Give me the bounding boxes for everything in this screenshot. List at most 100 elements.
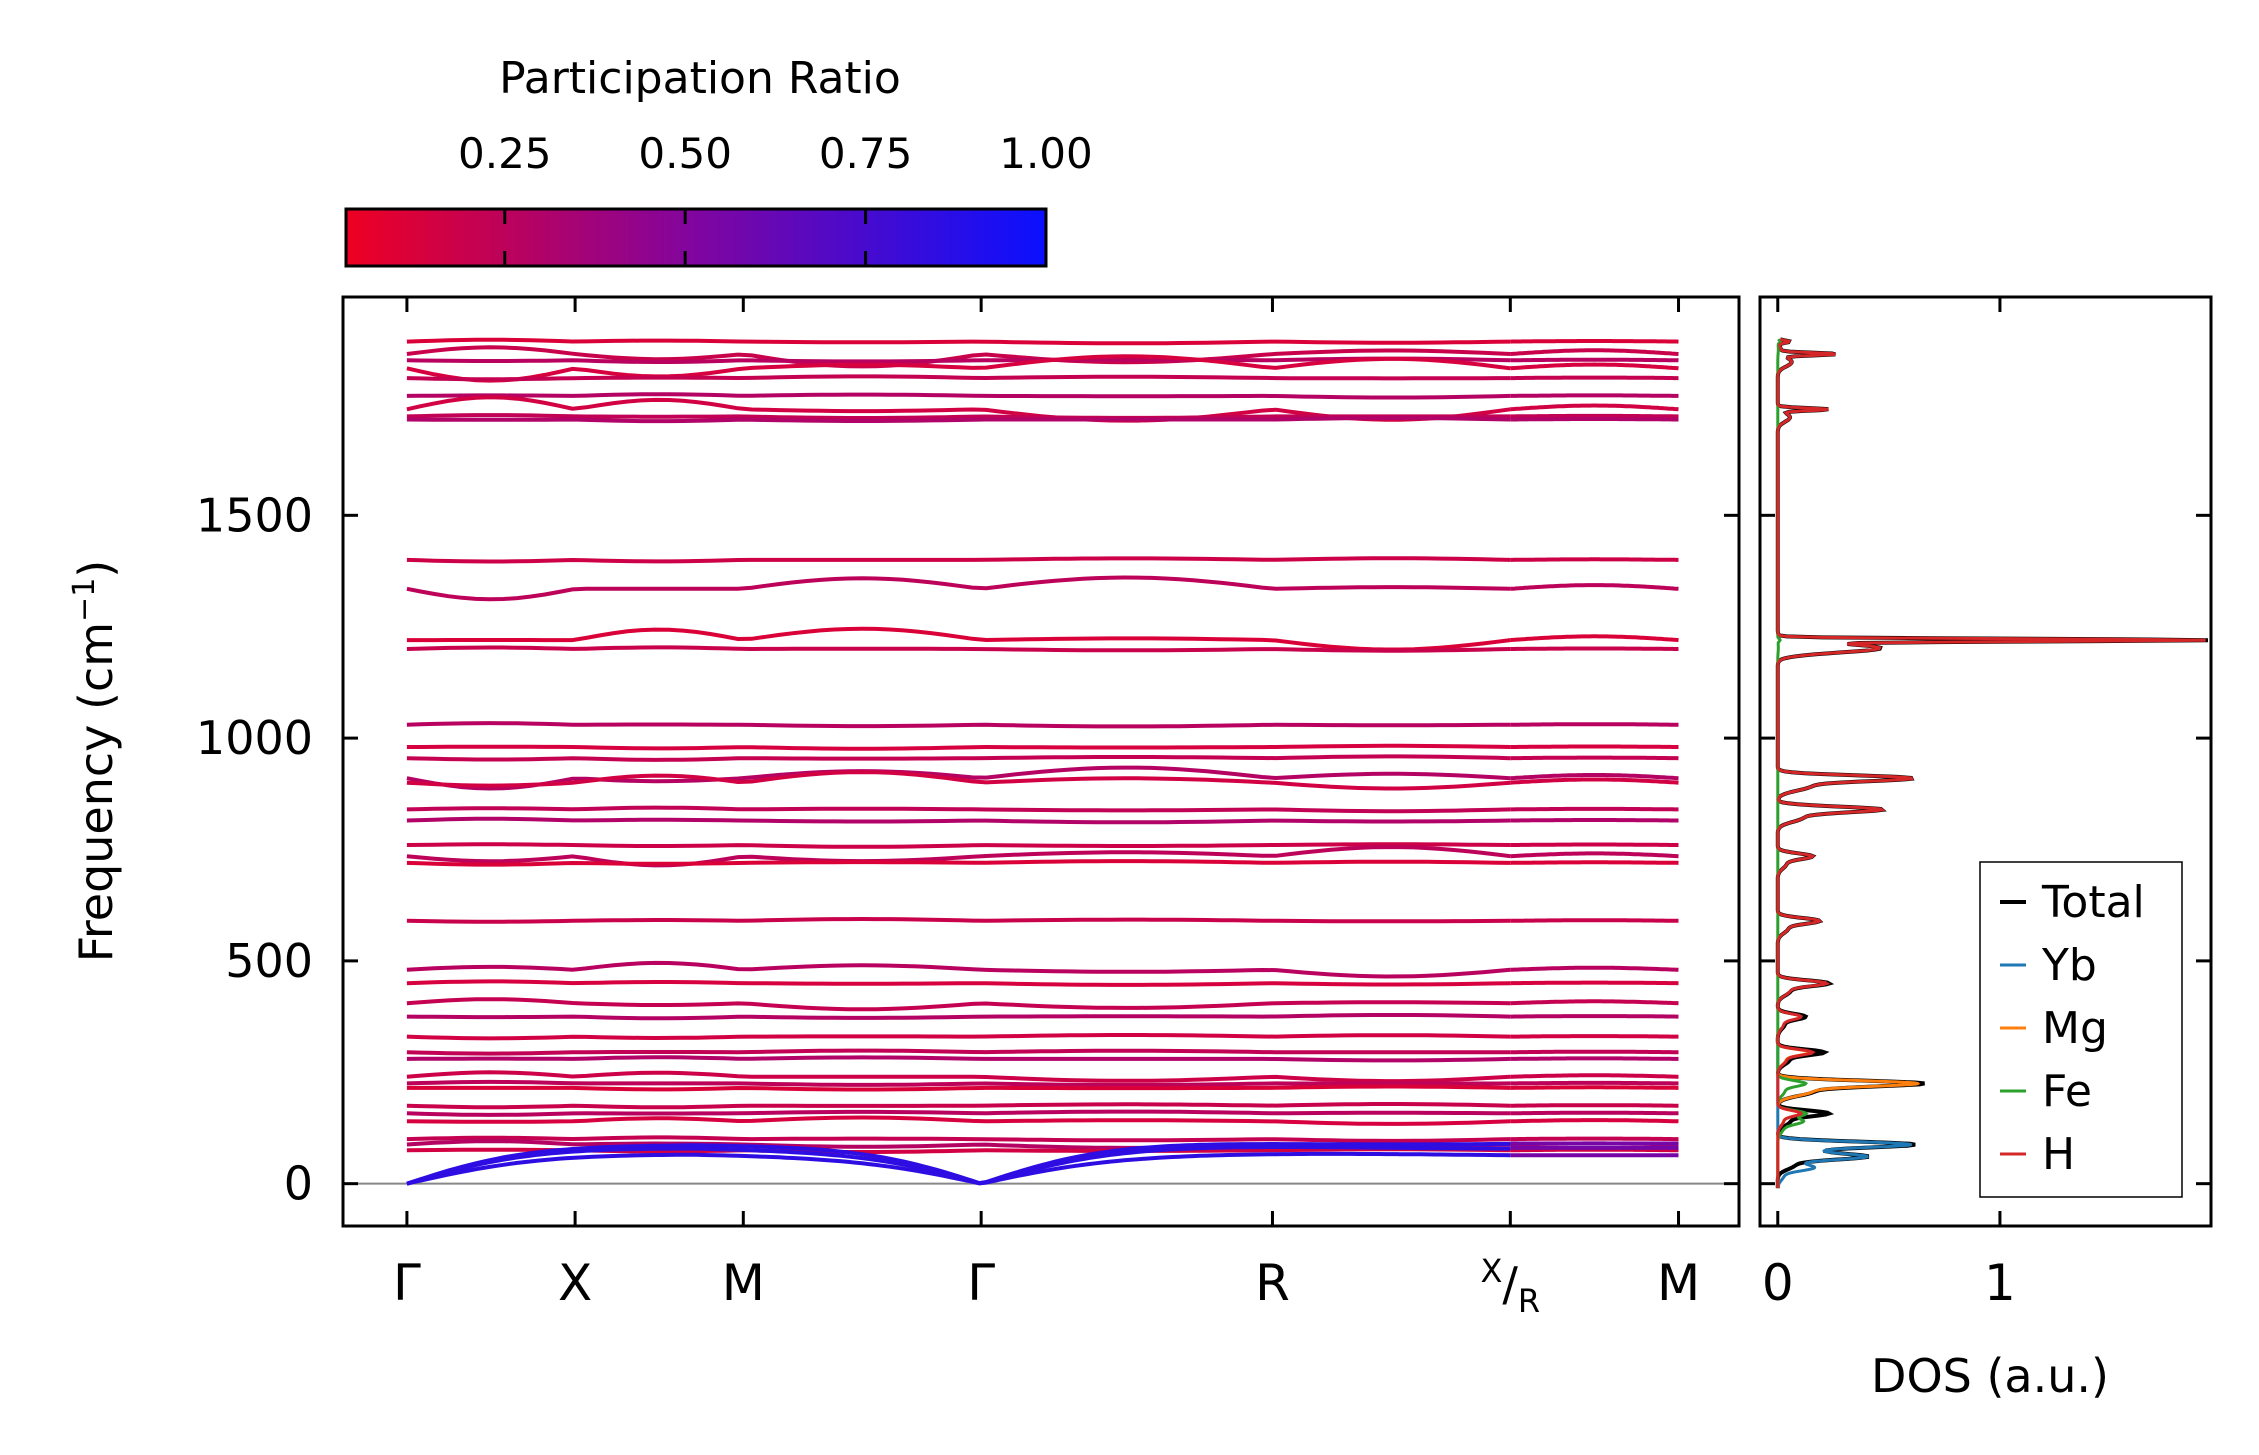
x-tick-label: X/R <box>1480 1252 1540 1320</box>
band-line <box>1510 1136 1679 1142</box>
band-line <box>406 392 1511 400</box>
band-line <box>1510 773 1679 781</box>
band-line <box>406 356 1511 364</box>
band-line <box>1510 413 1679 419</box>
band-line <box>1510 1034 1679 1039</box>
legend-label-mg: Mg <box>2042 1003 2108 1054</box>
band-line <box>1510 851 1679 859</box>
band-line <box>1510 1049 1679 1055</box>
band-line <box>406 1013 1511 1021</box>
dos-line-h <box>1776 337 2206 1189</box>
x-tick-label: M <box>722 1254 765 1312</box>
band-line <box>1510 999 1679 1006</box>
band-line <box>1510 918 1679 923</box>
band-line <box>1510 362 1679 371</box>
band-line <box>406 645 1511 653</box>
band-line <box>406 413 1511 420</box>
dos-x-tick-label: 0 <box>1762 1254 1794 1312</box>
acoustic-band-line <box>406 1141 1511 1186</box>
band-line <box>1510 403 1679 412</box>
y-tick-label: 1000 <box>196 711 313 765</box>
band-line <box>406 345 1511 369</box>
band-line <box>406 1055 1511 1063</box>
band-line <box>406 1070 1511 1084</box>
band-line <box>1510 1056 1679 1061</box>
band-lines <box>343 337 1739 1186</box>
band-line <box>406 721 1511 729</box>
band-line <box>1510 417 1679 422</box>
x-tick-label: R <box>1255 1254 1290 1312</box>
dos-legend: Total Yb Mg Fe H <box>1979 861 2183 1198</box>
band-line <box>406 575 1511 602</box>
colorbar-gradient <box>344 207 1048 268</box>
band-line <box>1510 777 1679 785</box>
band-line <box>406 842 1511 849</box>
legend-label-total: Total <box>2041 877 2145 928</box>
colorbar-tick-label: 0.25 <box>458 129 552 178</box>
y-tick-label: 500 <box>225 934 313 988</box>
y-tick-label: 0 <box>284 1157 313 1211</box>
band-line <box>406 1135 1511 1143</box>
y-axis-label: Frequency (cm−1) <box>67 560 123 963</box>
band-line <box>406 845 1511 868</box>
band-line <box>406 960 1511 979</box>
legend-label-yb: Yb <box>2041 940 2097 991</box>
band-line <box>406 1084 1511 1092</box>
band-line <box>1510 1014 1679 1019</box>
band-line <box>406 754 1511 762</box>
band-line <box>406 337 1511 346</box>
band-line <box>406 1102 1511 1110</box>
x-tick-label: X <box>558 1254 592 1312</box>
band-line <box>1510 375 1679 381</box>
band-line <box>1510 1080 1679 1086</box>
band-line <box>1510 722 1679 727</box>
band-frame <box>341 295 1741 1228</box>
band-line <box>406 416 1511 424</box>
dos-x-axis-label: DOS (a.u.) <box>1871 1349 2109 1403</box>
band-line <box>406 816 1511 825</box>
band-line <box>1510 357 1679 363</box>
band-line <box>406 916 1511 924</box>
band-line <box>406 1048 1511 1056</box>
band-line <box>1510 744 1679 749</box>
band-line <box>1510 818 1679 823</box>
band-line <box>406 743 1511 751</box>
band-line <box>1510 1073 1679 1079</box>
band-line <box>1510 348 1679 356</box>
x-tick-label: Γ <box>393 1254 421 1312</box>
band-line <box>1510 842 1679 847</box>
band-line <box>1510 980 1679 986</box>
legend-label-h: H <box>2042 1129 2075 1180</box>
band-line <box>406 1109 1511 1117</box>
band-line <box>406 1079 1511 1087</box>
dos-frame <box>1758 295 2213 1228</box>
band-line <box>406 556 1511 564</box>
band-line <box>1510 634 1679 643</box>
band-line <box>1510 583 1679 591</box>
colorbar-label: Participation Ratio <box>499 53 901 104</box>
band-structure-panel: 0 500 1000 1500 Γ X M Γ R X/R M Frequency (cm−1) <box>67 295 1741 1320</box>
band-line <box>1510 646 1679 651</box>
colorbar-tick-label: 0.75 <box>819 129 913 178</box>
band-line <box>406 354 1511 383</box>
band-line <box>1510 965 1679 972</box>
band-line <box>406 997 1511 1012</box>
band-line <box>1510 1103 1679 1108</box>
band-line <box>406 1115 1511 1126</box>
band-line <box>406 859 1511 867</box>
band-line <box>406 770 1511 791</box>
dos-lines <box>1775 337 2209 1189</box>
band-line <box>406 626 1511 652</box>
colorbar-tick-label: 1.00 <box>999 129 1093 178</box>
colorbar-ticks: 0.25 0.50 0.75 1.00 <box>458 129 1093 266</box>
band-line <box>1510 339 1679 344</box>
colorbar-tick-label: 0.50 <box>638 129 732 178</box>
band-line <box>406 979 1511 987</box>
colorbar: Participation Ratio 0.25 0.50 0.75 1.00 <box>344 53 1093 268</box>
y-tick-label: 1500 <box>196 488 313 542</box>
band-line <box>1510 860 1679 865</box>
band-line <box>1510 1110 1679 1116</box>
